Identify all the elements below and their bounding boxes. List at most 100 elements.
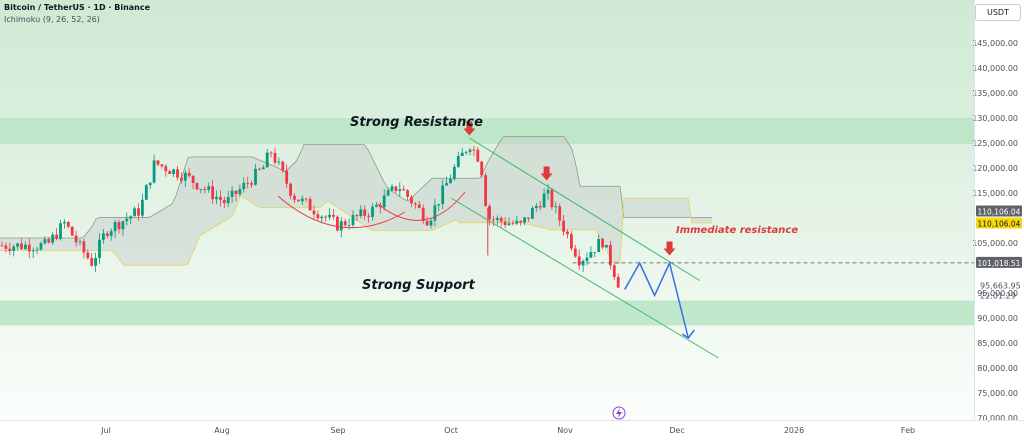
y-tick-label: 105,000.00: [972, 239, 1018, 248]
candle-body: [133, 208, 136, 217]
time-scale-border: [0, 420, 1024, 421]
candle-body: [144, 185, 148, 200]
candle-body: [456, 156, 460, 167]
candle-body: [495, 217, 499, 220]
cloud-top-price-tag-bg: [976, 205, 1022, 217]
y-tick-label: 80,000.00: [977, 364, 1018, 373]
candle-body: [421, 207, 425, 221]
candle-body: [191, 175, 195, 184]
candle-body: [121, 221, 125, 230]
candle-body: [105, 233, 109, 236]
candle-body: [285, 170, 289, 184]
candle-body: [554, 206, 558, 208]
candle-body: [612, 265, 616, 277]
candle-body: [226, 196, 230, 204]
candle-body: [386, 190, 390, 196]
candle-body: [336, 216, 339, 231]
ichimoku-span-a: [0, 136, 712, 239]
candle-body: [109, 231, 113, 236]
red-down-arrow-icon: [540, 166, 553, 181]
candle-body: [211, 186, 214, 200]
symbol-title[interactable]: Bitcoin / TetherUS · 1D · Binance: [4, 3, 151, 12]
immediate-resistance-label: Immediate resistance: [676, 225, 798, 236]
last-price-label: 95,663.95: [980, 282, 1021, 291]
candle-body: [593, 251, 597, 253]
candle-body: [66, 222, 70, 227]
candle-body: [172, 169, 175, 175]
currency-button[interactable]: USDT: [975, 4, 1021, 21]
candle-body: [534, 206, 538, 209]
candle-body: [523, 217, 526, 223]
candle-body: [55, 234, 58, 239]
strong-support-label: Strong Support: [362, 278, 476, 293]
candle-body: [339, 221, 343, 231]
candle-body: [531, 208, 534, 219]
candle-body: [492, 219, 495, 221]
candle-body: [242, 182, 246, 190]
projection-path: [624, 260, 690, 339]
candle-body: [250, 183, 253, 185]
candle-body: [390, 186, 394, 191]
candle-body: [324, 216, 328, 218]
candle-body: [312, 210, 316, 215]
line-level-price-tag-bg: [976, 256, 1022, 268]
candle-body: [86, 252, 90, 259]
candle-body: [102, 233, 105, 240]
candle-body: [203, 188, 207, 190]
candle-body: [566, 231, 569, 235]
candle-body: [187, 172, 191, 176]
candle-body: [12, 246, 16, 251]
candle-body: [230, 190, 234, 197]
red-down-arrow-icon: [463, 121, 476, 136]
cloud-top-price-tag: 110,106.04: [978, 208, 1021, 217]
candle-body: [441, 185, 445, 205]
candle-body: [16, 243, 19, 247]
candle-body: [550, 189, 554, 208]
candle-body: [394, 186, 398, 192]
y-tick-label: 75,000.00: [977, 389, 1018, 398]
candle-body: [195, 183, 199, 190]
candle-body: [488, 206, 491, 220]
candle-body: [449, 178, 452, 184]
x-tick-label: Oct: [444, 426, 458, 435]
candle-body: [59, 223, 62, 239]
cup-curve-left: [277, 195, 406, 229]
candle-body: [480, 161, 484, 176]
indicator-label[interactable]: Ichimoku (9, 26, 52, 26): [4, 15, 100, 24]
candle-body: [156, 160, 160, 165]
candle-body: [215, 196, 218, 200]
y-tick-label: 70,000.00: [977, 414, 1018, 423]
channel-lower-line: [450, 197, 719, 359]
channel-upper-line: [469, 137, 700, 281]
candle-body: [24, 244, 27, 249]
candle-body: [297, 199, 300, 202]
x-tick-label: Nov: [557, 426, 573, 435]
candle-body: [39, 243, 43, 250]
candle-body: [168, 171, 172, 175]
price-scale-border: [974, 0, 975, 420]
ichimoku-cloud: [0, 136, 712, 266]
candle-body: [558, 206, 562, 221]
candle-body: [453, 166, 456, 179]
x-tick-label: Sep: [330, 426, 345, 435]
candle-body: [199, 188, 203, 190]
support-zone: [0, 300, 974, 326]
candle-body: [573, 248, 577, 257]
resistance-zone: [0, 118, 974, 144]
y-tick-label: 130,000.00: [972, 114, 1018, 123]
x-tick-label: Feb: [901, 426, 915, 435]
candle-body: [546, 189, 550, 194]
candle-body: [328, 214, 331, 218]
candle-body: [519, 220, 523, 223]
y-tick-label: 90,000.00: [977, 314, 1018, 323]
candle-body: [125, 218, 129, 222]
candle-body: [82, 241, 86, 253]
candle-body: [472, 149, 476, 151]
candle-body: [542, 193, 546, 208]
candle-body: [468, 149, 472, 152]
candle-body: [605, 244, 608, 248]
lightning-icon-glyph: [616, 408, 622, 418]
candle-body: [207, 186, 211, 190]
